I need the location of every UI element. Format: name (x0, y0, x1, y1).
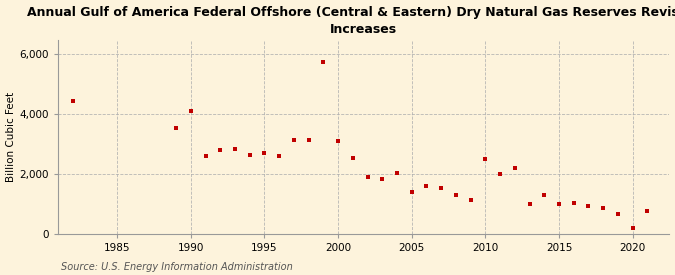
Y-axis label: Billion Cubic Feet: Billion Cubic Feet (5, 92, 16, 182)
Point (568, 200, 579, 205)
Point (583, 203, 594, 208)
Point (186, 109, 196, 114)
Point (171, 125, 182, 130)
Point (421, 184, 432, 188)
Point (362, 175, 373, 179)
Point (510, 166, 520, 170)
Point (450, 193, 461, 197)
Point (612, 212, 623, 217)
Point (200, 154, 211, 158)
Point (244, 152, 255, 157)
Point (495, 172, 506, 176)
Point (524, 202, 535, 206)
Point (303, 138, 314, 142)
Point (465, 197, 476, 202)
Point (318, 60, 329, 64)
Point (274, 154, 285, 158)
Point (377, 176, 387, 181)
Point (288, 138, 299, 142)
Point (215, 148, 225, 152)
Point (539, 193, 549, 197)
Text: Source: U.S. Energy Information Administration: Source: U.S. Energy Information Administ… (61, 262, 292, 272)
Point (554, 202, 564, 206)
Point (480, 157, 491, 161)
Title: Annual Gulf of America Federal Offshore (Central & Eastern) Dry Natural Gas Rese: Annual Gulf of America Federal Offshore … (27, 6, 675, 35)
Point (598, 206, 609, 211)
Point (406, 190, 417, 194)
Point (230, 147, 240, 151)
Point (259, 151, 270, 155)
Point (436, 185, 447, 190)
Point (333, 139, 344, 143)
Point (348, 155, 358, 160)
Point (627, 226, 638, 230)
Point (392, 170, 402, 175)
Point (68, 99, 78, 103)
Point (642, 209, 653, 214)
